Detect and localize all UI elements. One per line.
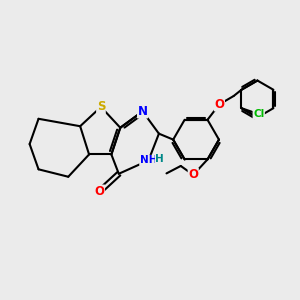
Text: NH: NH — [140, 155, 157, 165]
Text: N: N — [138, 105, 148, 118]
Text: O: O — [214, 98, 224, 111]
Text: H: H — [155, 154, 164, 164]
Text: Cl: Cl — [253, 109, 264, 119]
Text: S: S — [97, 100, 105, 113]
Text: O: O — [188, 168, 198, 182]
Text: O: O — [94, 185, 104, 198]
